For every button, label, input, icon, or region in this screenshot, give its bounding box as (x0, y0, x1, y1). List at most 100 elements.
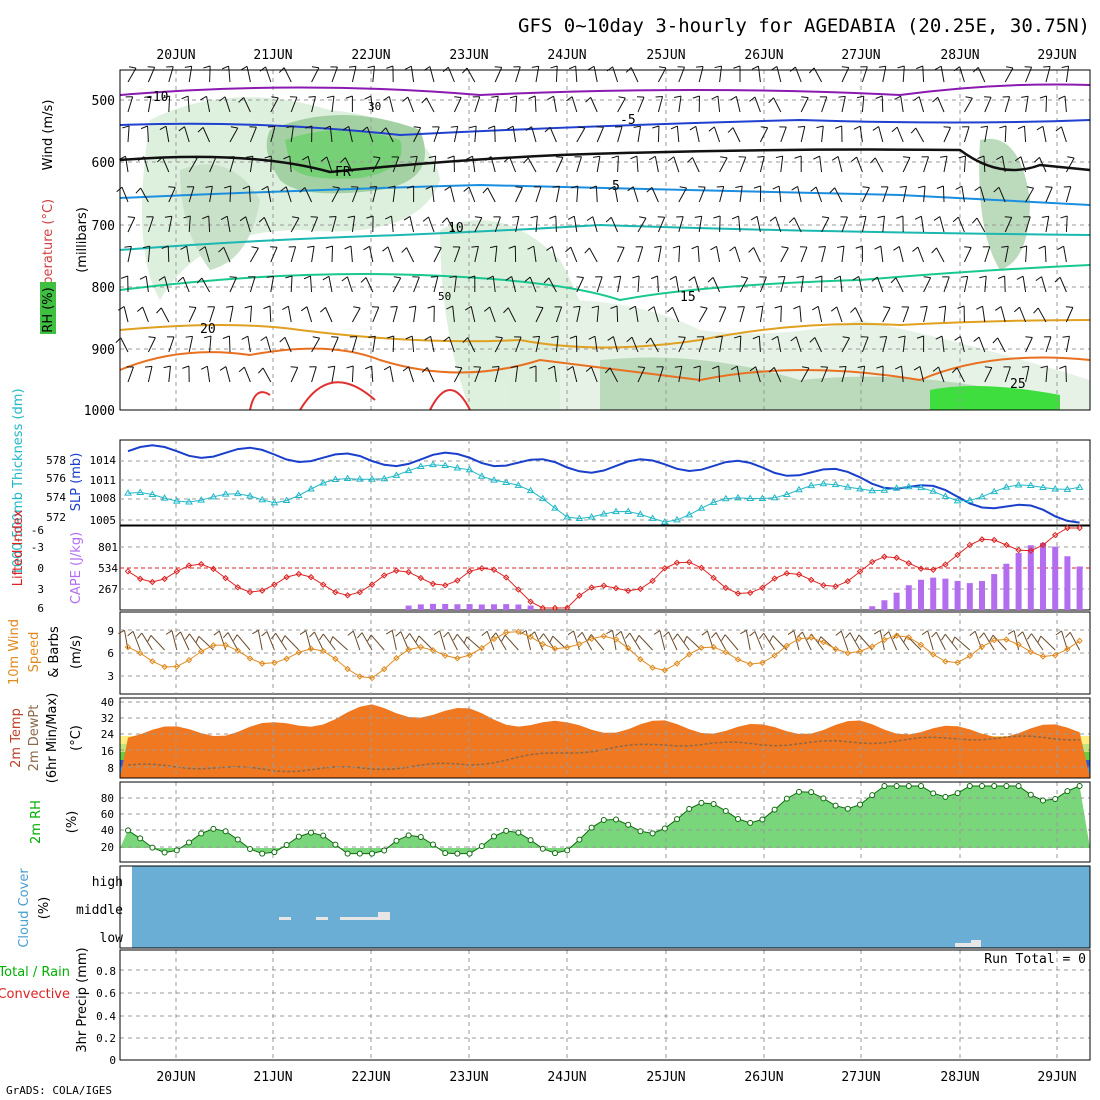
wind-barb (223, 185, 231, 189)
wind-barb (942, 185, 945, 203)
thickness-point (1051, 485, 1060, 492)
thickness-axis-label: 1000-500mb Thickness (dm) (11, 388, 26, 575)
surface-wind-barb (404, 633, 411, 640)
wind-barb (572, 366, 578, 383)
lifted-index-point (966, 541, 974, 549)
surface-wind-barb (797, 631, 803, 638)
wind-barb (923, 276, 931, 279)
wind-barb (859, 126, 863, 143)
wind-barb (249, 276, 256, 293)
wind-barb (529, 365, 537, 369)
wind-barb (769, 216, 776, 222)
wind-barb (874, 157, 884, 173)
wind-barb (548, 277, 557, 293)
lifted-index-point (820, 582, 827, 589)
surface-wind-barb (538, 633, 544, 640)
cape-bar (478, 604, 485, 610)
wind-barb (576, 186, 579, 203)
wind-barb (861, 187, 870, 203)
wind-barb (758, 336, 761, 353)
surface-wind-barb (132, 631, 141, 651)
wind-barb (1060, 215, 1068, 219)
wind-barb (565, 246, 572, 253)
wind-barb (532, 335, 540, 338)
wind-barb (135, 187, 142, 194)
cape-bar (417, 604, 424, 610)
wind-barb (566, 96, 573, 102)
wind-barb (878, 65, 886, 68)
wind-barb (918, 185, 926, 189)
wind-speed-point (685, 651, 693, 658)
thickness-point (172, 497, 181, 504)
wind-barb (658, 66, 666, 69)
wind-barb (535, 216, 538, 233)
y-tick: 40 (101, 696, 114, 709)
wind-barb (219, 96, 226, 102)
temp-grid (120, 698, 1090, 778)
surface-wind-barb (1055, 630, 1062, 636)
wind-barb (322, 275, 330, 281)
wind-barb (1040, 365, 1048, 369)
wind-speed-point (722, 648, 730, 656)
wind-barb (618, 96, 626, 99)
wind-barb (139, 275, 147, 280)
wind-barb (427, 305, 435, 309)
wind-barb (553, 366, 557, 383)
rh-point (369, 850, 375, 857)
wind-barb (323, 125, 331, 130)
wind-barb (331, 66, 338, 83)
wind-barb (528, 95, 536, 100)
wind-barb (751, 65, 759, 70)
wind-barb (591, 305, 599, 309)
y-tick: 1000 (84, 404, 115, 419)
wind-barb (593, 66, 598, 83)
surface-wind-barb (347, 630, 354, 636)
wind-barb (984, 246, 991, 263)
surface-wind-barb (638, 635, 653, 651)
cape-bar (454, 604, 461, 610)
wind-barb (654, 245, 662, 248)
wind-barb (487, 125, 495, 129)
wind-speed-point (368, 674, 376, 682)
wind-speed-point (478, 644, 486, 652)
wind-barb (209, 306, 216, 323)
y-tick: 600 (92, 156, 115, 171)
wind-barb (489, 306, 496, 323)
cape-bar (918, 579, 924, 610)
surface-wind-barb (534, 631, 544, 651)
wind-barb (531, 126, 537, 143)
wind-barb (918, 96, 925, 113)
wind-barb (821, 366, 829, 383)
surface-wind-barb (635, 635, 640, 642)
thickness-point (270, 498, 279, 506)
wind-barb (127, 217, 136, 233)
wind-barb (484, 156, 492, 161)
thickness-point (660, 517, 669, 525)
wind-barb (1039, 95, 1047, 99)
cape-bar (1027, 545, 1034, 610)
wind-barb (854, 307, 863, 323)
wind-barb (523, 157, 529, 164)
wind-barb (821, 246, 826, 263)
wind-barb (208, 156, 216, 158)
wind-barb (881, 95, 884, 113)
rh-point (466, 850, 473, 857)
wind-barb (483, 306, 491, 312)
wind-barb (910, 127, 917, 134)
rh-label: 50 (438, 290, 451, 303)
wind-barb (368, 246, 374, 263)
wind-barb (576, 276, 584, 278)
surface-wind-barb (195, 636, 200, 643)
wind-barb (464, 305, 472, 311)
wind-barb (814, 337, 823, 353)
lifted-index-point (271, 581, 278, 588)
wind-barb (486, 275, 494, 280)
wind-barb (184, 65, 192, 68)
cape-panel: 801 534 267 -6 -3 0 3 6 Lifted Index CAP… (11, 509, 1091, 615)
wind-barb (270, 155, 272, 173)
lifted-index-point (417, 574, 425, 582)
wind-speed-point (990, 636, 998, 644)
y-tick: 800 (92, 281, 115, 296)
rh-point (234, 836, 241, 843)
lifted-index-point (881, 553, 888, 560)
